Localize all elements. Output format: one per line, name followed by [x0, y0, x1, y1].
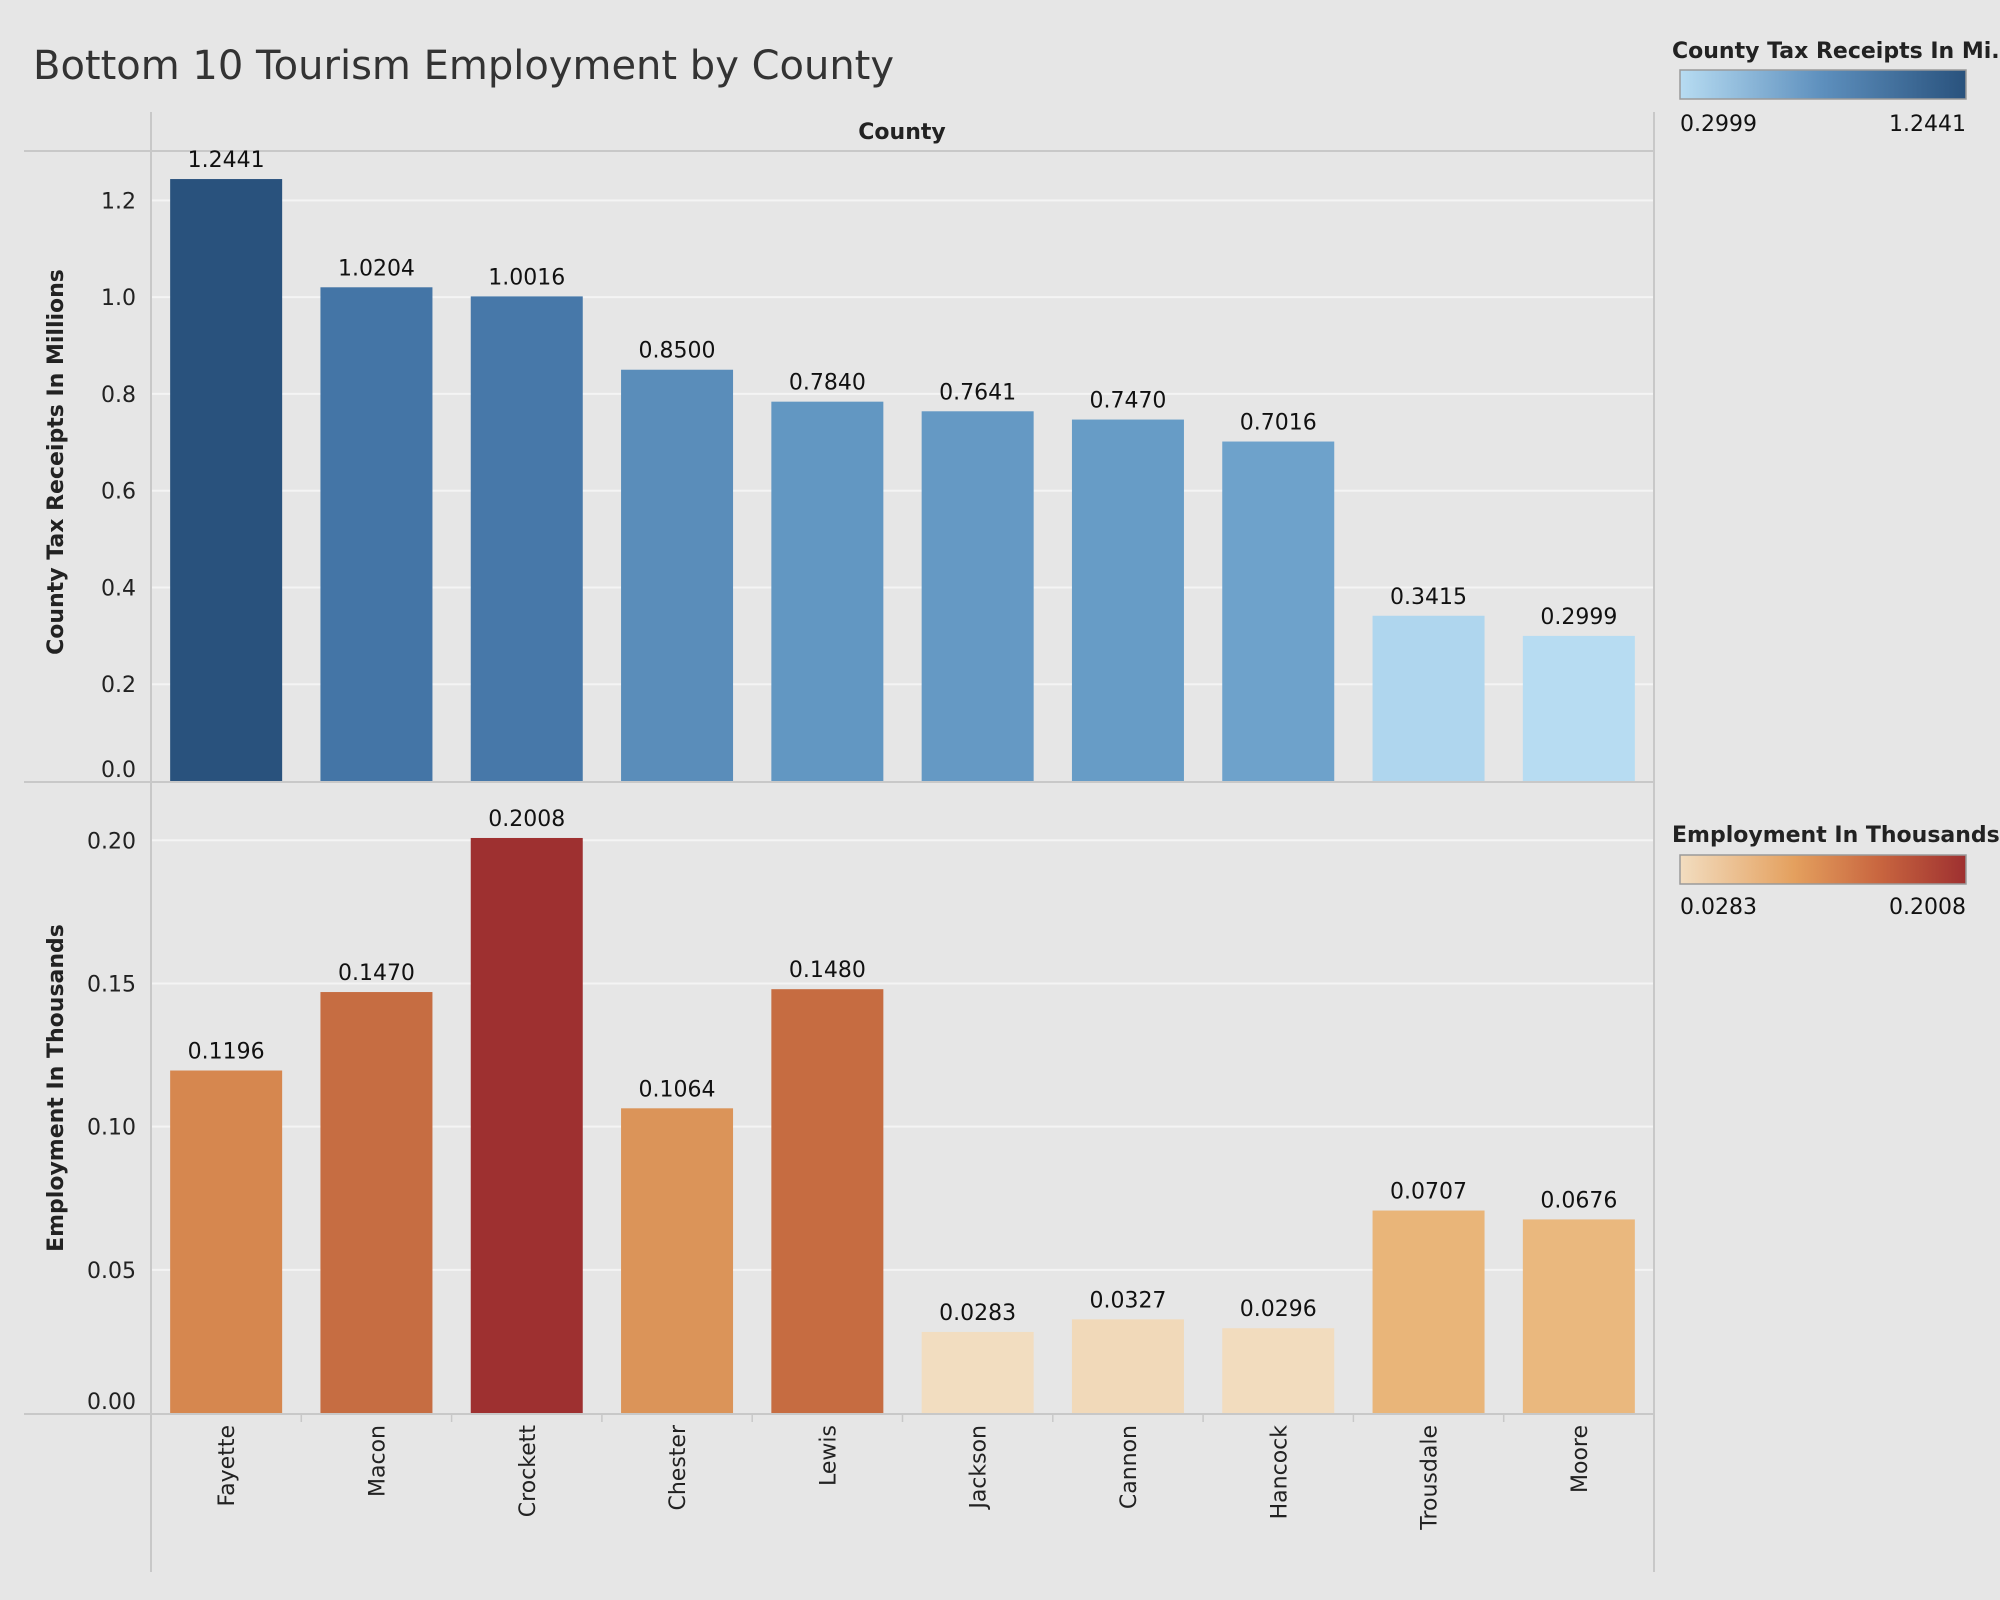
legend-employment: Employment In Thousands 0.0283 0.2008 — [1672, 823, 2000, 920]
category-label-trousdale: Trousdale — [1418, 1425, 1443, 1531]
legend-min-tax: 0.2999 — [1680, 112, 1757, 137]
category-label-hancock: Hancock — [1267, 1425, 1292, 1520]
chart-title: Bottom 10 Tourism Employment by County — [33, 43, 894, 89]
legend-tax-receipts: County Tax Receipts In Mi.. 0.2999 1.244… — [1672, 39, 2000, 137]
data-label: 0.1470 — [338, 961, 415, 986]
bar-chester — [621, 1108, 734, 1413]
legend-min-employment: 0.0283 — [1680, 895, 1757, 920]
category-label-lewis: Lewis — [816, 1425, 841, 1486]
y-tick-label: 0.15 — [87, 972, 136, 997]
bar-cannon — [1071, 419, 1184, 781]
bar-chester — [621, 369, 734, 781]
bar-crockett — [470, 296, 583, 781]
data-label: 0.2999 — [1540, 605, 1617, 630]
data-label: 0.0296 — [1240, 1297, 1317, 1322]
y-tick-label: 0.00 — [87, 1390, 136, 1415]
legend-gradient-employment — [1679, 854, 1967, 885]
legend-gradient-tax — [1679, 69, 1967, 100]
data-label: 1.2441 — [188, 148, 265, 173]
legend-title-employment: Employment In Thousands — [1672, 823, 2000, 848]
legend-max-employment: 0.2008 — [1889, 895, 1966, 920]
data-label: 0.7840 — [789, 371, 866, 396]
y-tick-label: 0.0 — [101, 758, 136, 783]
y-tick-label: 0.8 — [101, 383, 136, 408]
bar-crockett — [470, 837, 583, 1413]
category-label-moore: Moore — [1568, 1425, 1593, 1493]
y-axis-ticks-employment: 0.00 0.05 0.10 0.15 0.20 — [87, 829, 136, 1415]
data-label: 1.0204 — [338, 256, 415, 281]
data-label: 0.3415 — [1390, 585, 1467, 610]
y-tick-label: 0.6 — [101, 480, 136, 505]
bar-trousdale — [1372, 615, 1485, 781]
data-label: 0.1196 — [188, 1040, 265, 1065]
category-label-cannon: Cannon — [1117, 1425, 1142, 1509]
data-label: 0.7641 — [939, 380, 1016, 405]
data-label: 0.1064 — [639, 1077, 716, 1102]
bar-fayette — [170, 1070, 283, 1413]
bar-macon — [320, 287, 433, 781]
y-axis-ticks-tax: 0.0 0.2 0.4 0.6 0.8 1.0 1.2 — [101, 189, 136, 783]
category-label-crockett: Crockett — [516, 1425, 541, 1518]
bars-tax-receipts — [170, 179, 1635, 781]
y-axis-title-employment: Employment In Thousands — [44, 924, 69, 1252]
bar-hancock — [1222, 1328, 1335, 1413]
data-labels-tax: 1.2441 1.0204 1.0016 0.8500 0.7840 0.7641 0.74… — [188, 148, 1618, 630]
bar-fayette — [170, 179, 283, 781]
bar-jackson — [921, 411, 1034, 781]
bar-hancock — [1222, 441, 1335, 781]
data-label: 0.0283 — [939, 1301, 1016, 1326]
y-tick-label: 0.4 — [101, 576, 136, 601]
bar-macon — [320, 992, 433, 1413]
y-tick-label: 0.20 — [87, 829, 136, 854]
data-label: 0.0327 — [1089, 1288, 1166, 1313]
data-labels-employment: 0.1196 0.1470 0.2008 0.1064 0.1480 0.0283 0.03… — [188, 807, 1618, 1326]
data-label: 0.0707 — [1390, 1180, 1467, 1205]
data-label: 0.0676 — [1540, 1188, 1617, 1213]
data-label: 0.1480 — [789, 958, 866, 983]
data-label: 0.7470 — [1089, 389, 1166, 414]
bars-employment — [170, 837, 1635, 1413]
category-label-chester: Chester — [666, 1424, 691, 1510]
category-label-fayette: Fayette — [215, 1425, 240, 1506]
category-labels: Fayette Macon Crockett Chester Lewis Jackson C… — [215, 1414, 1655, 1531]
column-header: County — [858, 120, 945, 145]
y-tick-label: 0.10 — [87, 1116, 136, 1141]
data-label: 0.7016 — [1240, 411, 1317, 436]
y-tick-label: 0.05 — [87, 1259, 136, 1284]
bar-cannon — [1071, 1319, 1184, 1413]
data-label: 0.8500 — [639, 339, 716, 364]
legend-max-tax: 1.2441 — [1889, 112, 1966, 137]
y-tick-label: 0.2 — [101, 673, 136, 698]
bar-lewis — [771, 401, 884, 781]
y-tick-label: 1.2 — [101, 189, 136, 214]
bar-moore — [1522, 635, 1635, 781]
y-tick-label: 1.0 — [101, 286, 136, 311]
category-label-macon: Macon — [365, 1425, 390, 1497]
legend-title-tax: County Tax Receipts In Mi.. — [1672, 39, 2000, 64]
bar-trousdale — [1372, 1210, 1485, 1413]
bar-lewis — [771, 989, 884, 1413]
data-label: 1.0016 — [488, 265, 565, 290]
bar-moore — [1522, 1219, 1635, 1413]
bar-jackson — [921, 1331, 1034, 1413]
y-axis-title-tax: County Tax Receipts In Millions — [44, 269, 69, 655]
data-label: 0.2008 — [488, 807, 565, 832]
category-label-jackson: Jackson — [967, 1425, 992, 1511]
